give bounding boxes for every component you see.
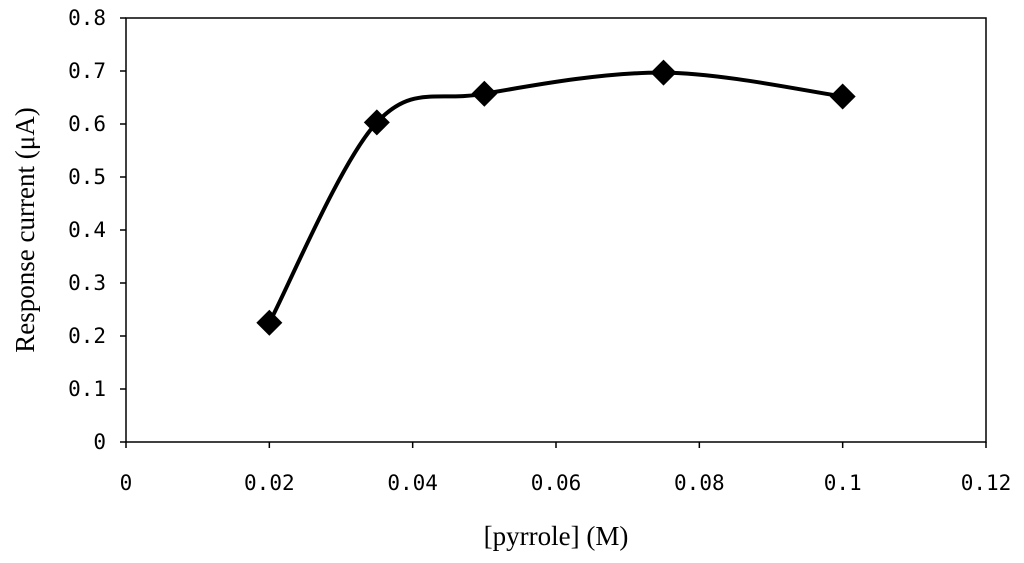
data-point-marker [256,309,283,336]
y-axis-ticks: 0 0.1 0.2 0.3 0.4 0.5 0.6 0.7 0.8 [68,6,126,454]
data-point-marker [363,109,390,136]
x-axis-ticks: 0 0.02 0.04 0.06 0.08 0.1 0.12 [120,442,1012,495]
y-tick-label: 0.1 [68,377,106,401]
data-point-marker [471,80,498,107]
y-tick-label: 0.8 [68,6,106,30]
x-tick-label: 0.06 [531,471,582,495]
x-tick-label: 0.02 [244,471,295,495]
y-axis-title: Response current (μA) [10,107,40,352]
data-point-marker [650,59,677,86]
y-tick-label: 0.5 [68,165,106,189]
x-axis-title: [pyrrole] (M) [484,521,629,551]
y-tick-label: 0.3 [68,271,106,295]
x-tick-label: 0.12 [961,471,1012,495]
x-tick-label: 0.1 [824,471,862,495]
y-tick-label: 0 [93,430,106,454]
x-tick-label: 0.08 [674,471,725,495]
x-tick-label: 0 [120,471,133,495]
series-markers [256,59,856,336]
y-tick-label: 0.7 [68,59,106,83]
x-tick-label: 0.04 [387,471,438,495]
y-tick-label: 0.4 [68,218,106,242]
y-tick-label: 0.6 [68,112,106,136]
data-point-marker [829,83,856,110]
y-tick-label: 0.2 [68,324,106,348]
